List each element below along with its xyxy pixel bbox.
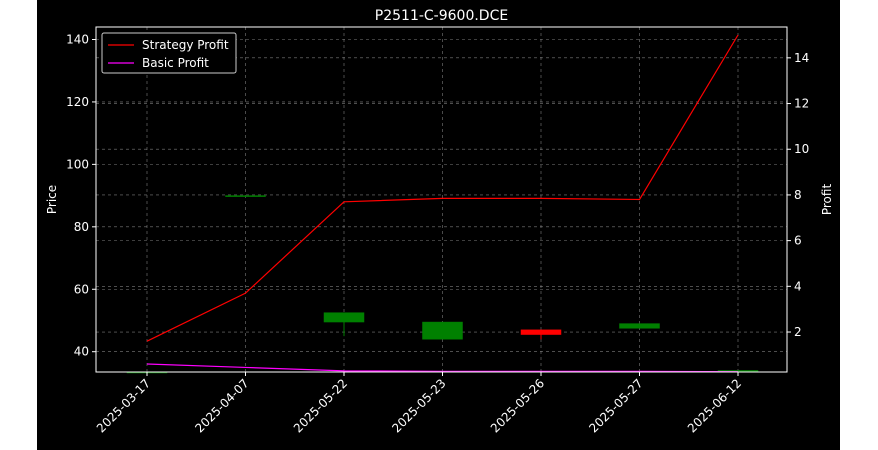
y-axis-label-left: Price (45, 185, 59, 214)
legend-box (101, 32, 237, 74)
grid-lines (96, 27, 787, 372)
plot-frame (95, 26, 788, 373)
legend: Strategy Profit Basic Profit (101, 32, 237, 74)
candle-body (619, 323, 660, 329)
y-tick-label-right: 14 (794, 51, 809, 65)
y-tick-label-right: 10 (794, 142, 809, 156)
series-line-basic-profit (146, 363, 739, 373)
y-tick-label-right: 12 (794, 97, 809, 111)
candle-body (422, 321, 463, 340)
y-tick-label-left: 140 (66, 32, 89, 46)
x-tick-label: 2025-04-07 (192, 376, 251, 435)
x-tick-label: 2025-05-23 (389, 376, 448, 435)
y-tick-label-left: 120 (66, 95, 89, 109)
candle-body (225, 195, 266, 197)
y-tick-label-right: 6 (794, 234, 802, 248)
y-tick-label-right: 8 (794, 188, 802, 202)
x-tick-label: 2025-05-27 (586, 376, 645, 435)
legend-label-strategy-profit: Strategy Profit (142, 38, 229, 52)
chart-title: P2511-C-9600.DCE (375, 8, 508, 24)
series-line-strategy-profit (146, 34, 739, 342)
y-tick-label-right: 2 (794, 325, 802, 339)
y-axis-label-right: Profit (820, 184, 834, 216)
chart-figure: P2511-C-9600.DCE 2025-03-17 2025-04-07 202… (37, 0, 840, 450)
y-tick-label-right: 4 (794, 279, 802, 293)
x-tick-label: 2025-06-12 (685, 376, 744, 435)
x-tick-label: 2025-05-22 (291, 376, 350, 435)
candle-body (323, 312, 365, 323)
legend-label-basic-profit: Basic Profit (142, 56, 209, 70)
y-tick-label-left: 80 (74, 220, 89, 234)
y-tick-label-left: 100 (66, 157, 89, 171)
y-tick-label-left: 40 (74, 345, 89, 359)
x-tick-label: 2025-05-26 (488, 376, 547, 435)
candle-body (520, 329, 562, 335)
x-tick-label: 2025-03-17 (94, 376, 153, 435)
profit-lines (146, 34, 739, 373)
axes: 2025-03-17 2025-04-07 2025-05-22 2025-05-23… (66, 32, 809, 435)
chart-svg: P2511-C-9600.DCE 2025-03-17 2025-04-07 202… (45, 8, 834, 435)
y-tick-label-left: 60 (74, 282, 89, 296)
